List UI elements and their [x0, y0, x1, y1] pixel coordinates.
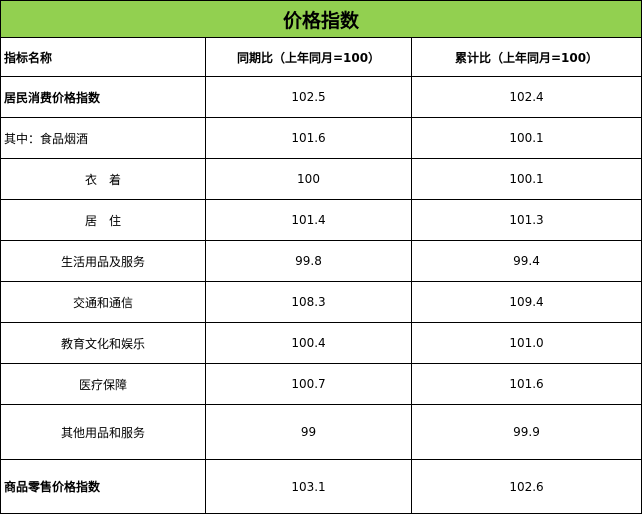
- table-title: 价格指数: [0, 0, 642, 38]
- table-row: 居民消费价格指数 102.5 102.4: [0, 76, 642, 118]
- row-cum-value: 100.1: [411, 158, 642, 200]
- header-indicator-name: 指标名称: [0, 37, 206, 77]
- row-label: 其他用品和服务: [0, 404, 206, 460]
- row-cum-value: 102.6: [411, 459, 642, 514]
- table-row: 生活用品及服务 99.8 99.4: [0, 240, 642, 282]
- table-row: 医疗保障 100.7 101.6: [0, 363, 642, 405]
- row-label: 衣 着: [0, 158, 206, 200]
- row-label: 交通和通信: [0, 281, 206, 323]
- row-label: 居 住: [0, 199, 206, 241]
- row-label: 生活用品及服务: [0, 240, 206, 282]
- row-yoy-value: 101.6: [205, 117, 412, 159]
- table-row: 其他用品和服务 99 99.9: [0, 404, 642, 460]
- row-yoy-value: 100.4: [205, 322, 412, 364]
- row-cum-value: 109.4: [411, 281, 642, 323]
- table-row: 衣 着 100 100.1: [0, 158, 642, 200]
- row-cum-value: 102.4: [411, 76, 642, 118]
- row-yoy-value: 100: [205, 158, 412, 200]
- row-cum-value: 99.9: [411, 404, 642, 460]
- title-row: 价格指数: [0, 0, 642, 38]
- row-label: 商品零售价格指数: [0, 459, 206, 514]
- table-row: 教育文化和娱乐 100.4 101.0: [0, 322, 642, 364]
- row-cum-value: 101.0: [411, 322, 642, 364]
- row-yoy-value: 102.5: [205, 76, 412, 118]
- table-row: 居 住 101.4 101.3: [0, 199, 642, 241]
- header-yoy: 同期比（上年同月=100）: [205, 37, 412, 77]
- row-label: 居民消费价格指数: [0, 76, 206, 118]
- row-yoy-value: 99.8: [205, 240, 412, 282]
- row-yoy-value: 108.3: [205, 281, 412, 323]
- row-label: 医疗保障: [0, 363, 206, 405]
- table-row: 其中：食品烟酒 101.6 100.1: [0, 117, 642, 159]
- row-label: 其中：食品烟酒: [0, 117, 206, 159]
- row-yoy-value: 100.7: [205, 363, 412, 405]
- header-cumulative: 累计比（上年同月=100）: [411, 37, 642, 77]
- row-cum-value: 101.6: [411, 363, 642, 405]
- row-yoy-value: 101.4: [205, 199, 412, 241]
- row-cum-value: 99.4: [411, 240, 642, 282]
- row-label: 教育文化和娱乐: [0, 322, 206, 364]
- row-cum-value: 100.1: [411, 117, 642, 159]
- table-row: 商品零售价格指数 103.1 102.6: [0, 459, 642, 514]
- row-yoy-value: 99: [205, 404, 412, 460]
- row-yoy-value: 103.1: [205, 459, 412, 514]
- table-row: 交通和通信 108.3 109.4: [0, 281, 642, 323]
- row-cum-value: 101.3: [411, 199, 642, 241]
- header-row: 指标名称 同期比（上年同月=100） 累计比（上年同月=100）: [0, 37, 642, 77]
